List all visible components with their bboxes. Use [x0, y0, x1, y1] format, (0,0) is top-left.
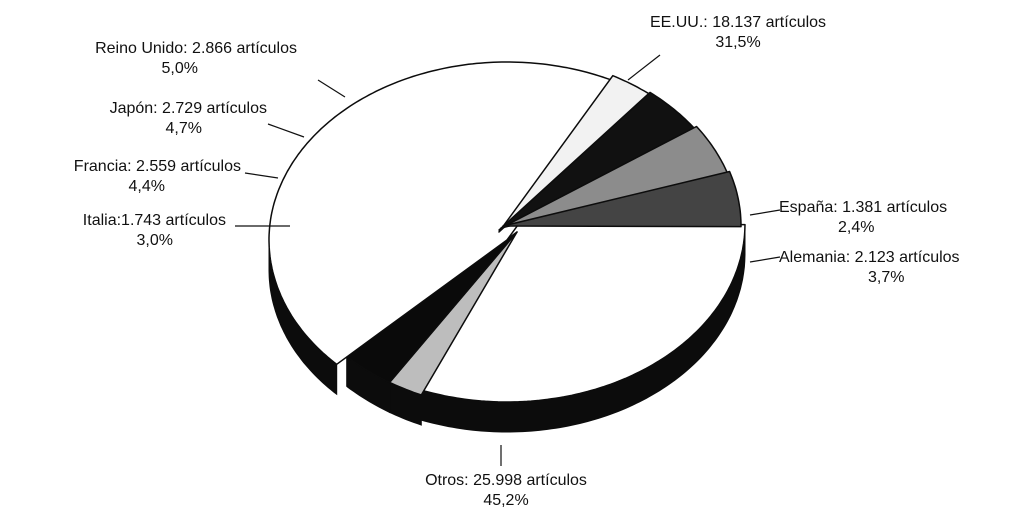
slice-percent-4: 3,0% — [137, 232, 173, 249]
pie-slice-1 — [388, 231, 518, 396]
pie-slice-5 — [498, 91, 696, 231]
leader-line-1 — [749, 209, 781, 216]
pie-slice-7 — [502, 170, 742, 228]
pie-labels-group: EE.UU.: 18.137 artículos 31,5% España: 1.3… — [74, 14, 960, 509]
pie-slice-6 — [500, 125, 729, 229]
leader-line-2 — [749, 256, 781, 263]
slice-percent-2: 3,7% — [868, 269, 904, 286]
slice-percent-1: 2,4% — [838, 219, 874, 236]
leader-line-6 — [267, 123, 305, 138]
slice-label-3: Otros: 25.998 artículos — [425, 472, 587, 489]
pie-tops-group — [268, 61, 746, 403]
slice-label-2: Alemania: 2.123 artículos — [779, 249, 960, 266]
slice-percent-5: 4,4% — [129, 178, 165, 195]
slice-label-7: Reino Unido: 2.866 artículos — [95, 40, 297, 57]
slice-label-5: Francia: 2.559 artículos — [74, 158, 241, 175]
slice-percent-3: 45,2% — [483, 492, 528, 509]
slice-percent-0: 31,5% — [715, 34, 760, 51]
pie-slice-4 — [498, 74, 651, 233]
leader-line-0 — [627, 54, 661, 81]
slice-label-4: Italia:1.743 artículos — [83, 212, 226, 229]
pie-slice-2 — [345, 231, 518, 384]
pie-slice-3 — [268, 61, 622, 366]
leader-line-5 — [244, 172, 279, 179]
slice-percent-7: 5,0% — [162, 60, 198, 77]
leader-line-7 — [317, 79, 346, 98]
slice-percent-6: 4,7% — [166, 120, 202, 137]
slice-label-6: Japón: 2.729 artículos — [110, 100, 267, 117]
slice-label-1: España: 1.381 artículos — [779, 199, 947, 216]
slice-label-0: EE.UU.: 18.137 artículos — [650, 14, 826, 31]
